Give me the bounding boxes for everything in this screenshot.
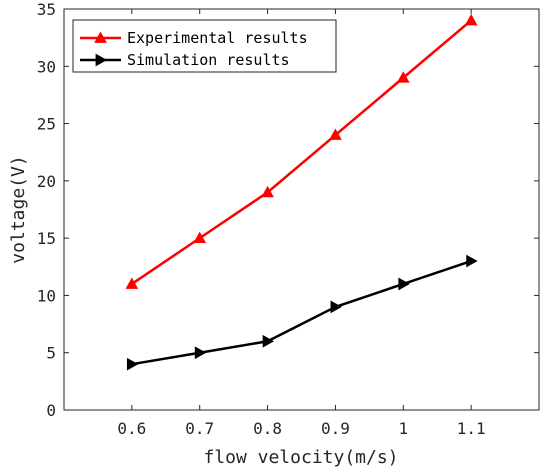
x-tick-label: 0.8: [253, 419, 282, 438]
data-point: [330, 300, 342, 314]
legend-marker: [94, 31, 107, 43]
legend-box: [72, 19, 337, 73]
legend-items: Experimental results Simulation results: [80, 29, 308, 69]
tick-group: 0.6 0.7 0.8 0.9 1 1.1 0 5 10 15 20 25 30 35: [37, 0, 539, 438]
legend-label: Simulation results: [127, 51, 290, 69]
plot-area: [63, 8, 540, 411]
y-tick-label: 15: [37, 229, 56, 248]
data-point: [125, 277, 139, 289]
y-tick-label: 30: [37, 57, 56, 76]
y-tick-label: 0: [46, 401, 56, 420]
data-point: [194, 346, 207, 360]
series-group: [125, 13, 478, 371]
x-tick-label: 0.7: [185, 419, 214, 438]
y-tick-label: 5: [46, 344, 56, 363]
data-point: [329, 128, 342, 140]
legend-label: Experimental results: [127, 29, 308, 47]
data-point: [464, 13, 478, 26]
data-point: [466, 254, 478, 268]
y-tick-label: 20: [37, 172, 56, 191]
y-axis-label: voltage(V): [8, 155, 29, 263]
data-point: [193, 231, 207, 244]
data-point: [261, 185, 274, 198]
y-tick-label: 10: [37, 286, 56, 305]
y-tick-label: 25: [37, 115, 56, 134]
y-tick-label: 35: [37, 0, 56, 19]
series-line-0: [131, 19, 472, 286]
legend-marker: [95, 53, 108, 67]
x-tick-label: 0.9: [321, 419, 350, 438]
legend: Experimental results Simulation results: [72, 19, 337, 73]
x-axis-label: flow velocity(m/s): [203, 447, 398, 468]
x-tick-label: 0.6: [117, 419, 146, 438]
data-point: [126, 357, 139, 371]
x-tick-label: 1.1: [457, 419, 486, 438]
data-point: [398, 277, 410, 291]
data-point: [262, 334, 275, 348]
data-point: [396, 71, 410, 83]
series-line-1: [131, 259, 472, 366]
x-tick-label: 1: [398, 419, 408, 438]
